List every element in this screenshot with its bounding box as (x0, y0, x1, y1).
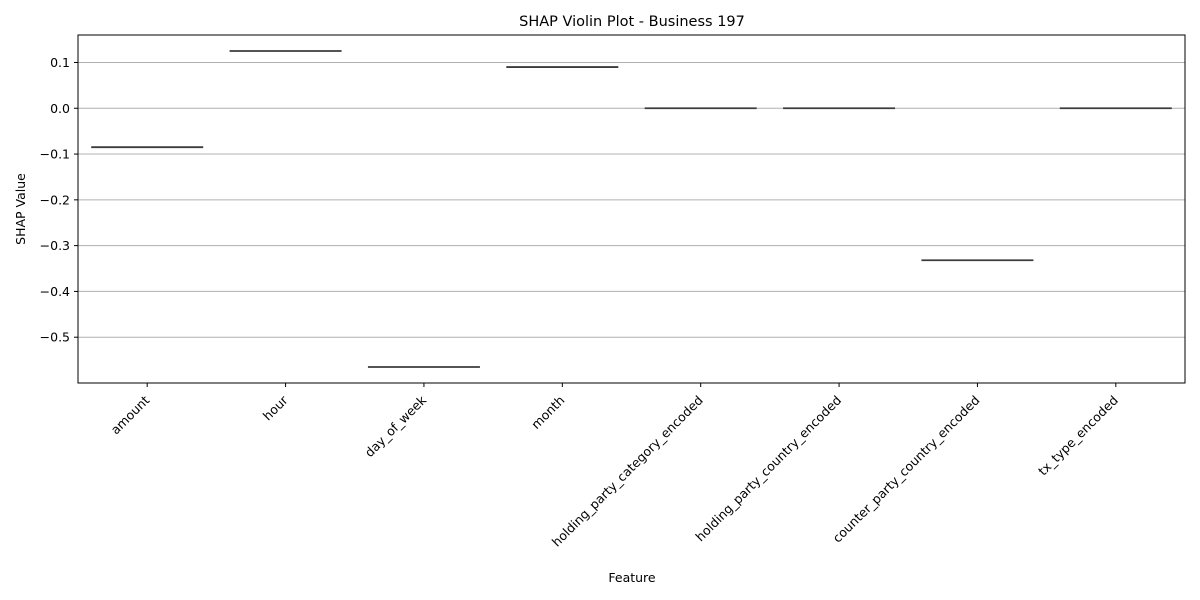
y-tick-label: −0.3 (40, 238, 70, 253)
y-tick-label: −0.5 (40, 330, 70, 345)
y-axis-label: SHAP Value (13, 173, 28, 245)
plot-area-frame (78, 35, 1185, 383)
x-tick-label: hour (260, 392, 291, 423)
x-tick-label: day_of_week (362, 392, 430, 460)
x-tick-label: holding_party_category_encoded (549, 393, 706, 550)
x-tick-label: holding_party_country_encoded (692, 393, 844, 545)
x-tick-label: amount (108, 392, 153, 437)
chart-title: SHAP Violin Plot - Business 197 (519, 14, 745, 30)
y-tick-label: −0.4 (40, 284, 70, 299)
violin-marks (91, 51, 1172, 367)
y-axis: 0.1 0.0 −0.1 −0.2 −0.3 −0.4 −0.5 (40, 55, 78, 345)
x-tick-label: month (528, 393, 567, 432)
x-tick-label: counter_party_country_encoded (830, 393, 983, 546)
y-tick-label: −0.2 (40, 192, 70, 207)
y-tick-label: −0.1 (40, 147, 70, 162)
x-axis-label: Feature (608, 570, 656, 585)
x-tick-label: tx_type_encoded (1035, 393, 1121, 479)
y-tick-label: 0.0 (50, 101, 70, 116)
grid-lines (78, 62, 1185, 337)
x-axis: amount hour day_of_week monthholding_party_… (108, 383, 1121, 550)
y-tick-label: 0.1 (50, 55, 70, 70)
